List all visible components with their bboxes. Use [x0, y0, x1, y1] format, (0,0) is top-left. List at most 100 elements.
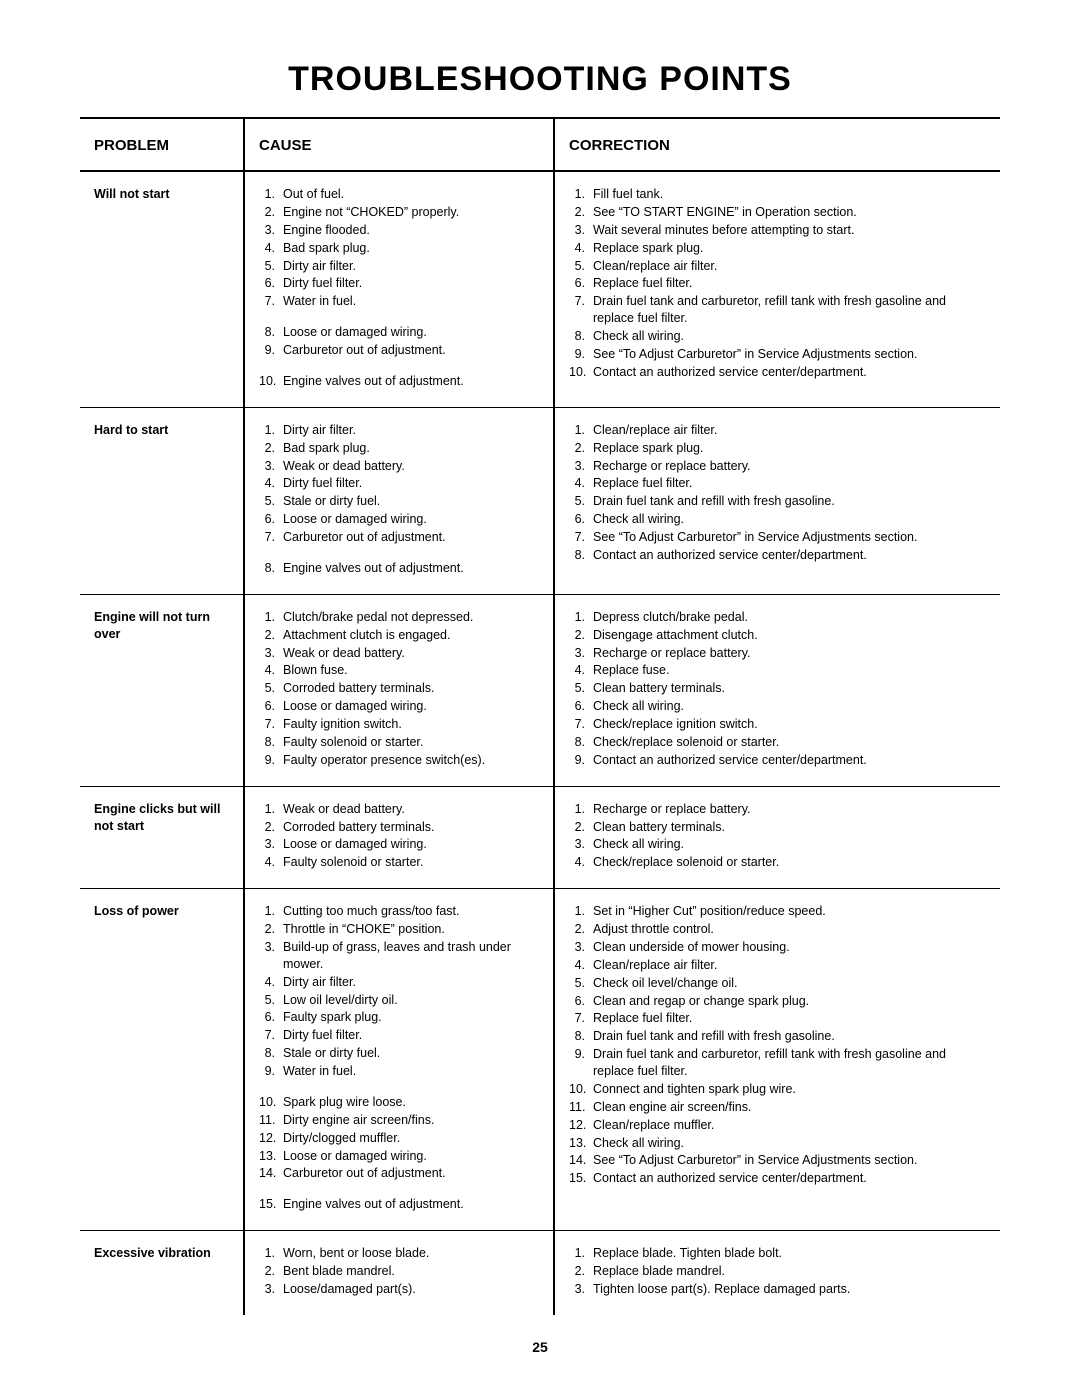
cause-item: Clutch/brake pedal not depressed.: [283, 609, 539, 626]
problem-cell: Engine will not turn over: [80, 595, 245, 786]
problem-cell: Loss of power: [80, 889, 245, 1230]
cause-item: Faulty solenoid or starter.: [283, 734, 539, 751]
correction-item: Drain fuel tank and carburetor, refill t…: [593, 1046, 986, 1080]
cause-item: Engine flooded.: [283, 222, 539, 239]
correction-item: Clean/replace muffler.: [593, 1117, 986, 1134]
correction-item: Clean/replace air filter.: [593, 258, 986, 275]
page-title: TROUBLESHOOTING POINTS: [80, 60, 1000, 99]
cause-item: Engine valves out of adjustment.: [283, 1196, 539, 1213]
correction-item: Recharge or replace battery.: [593, 645, 986, 662]
cause-cell: 1.Dirty air filter.2.Bad spark plug.3.We…: [245, 408, 555, 594]
cause-item: Dirty fuel filter.: [283, 1027, 539, 1044]
cause-item: Low oil level/dirty oil.: [283, 992, 539, 1009]
correction-item: Check all wiring.: [593, 698, 986, 715]
header-problem: PROBLEM: [80, 119, 245, 170]
table-row: Hard to start1.Dirty air filter.2.Bad sp…: [80, 408, 1000, 595]
cause-item: Bad spark plug.: [283, 240, 539, 257]
cause-item: Dirty fuel filter.: [283, 275, 539, 292]
cause-item: Spark plug wire loose.: [283, 1094, 539, 1111]
cause-item: Bent blade mandrel.: [283, 1263, 539, 1280]
correction-cell: 1.Depress clutch/brake pedal.2.Disengage…: [555, 595, 1000, 786]
correction-item: Drain fuel tank and carburetor, refill t…: [593, 293, 986, 327]
correction-item: Adjust throttle control.: [593, 921, 986, 938]
troubleshooting-table: PROBLEM CAUSE CORRECTION Will not start1…: [80, 117, 1000, 1315]
cause-item: Engine valves out of adjustment.: [283, 373, 539, 390]
correction-item: Clean engine air screen/fins.: [593, 1099, 986, 1116]
correction-item: Contact an authorized service center/dep…: [593, 547, 986, 564]
cause-item: Build-up of grass, leaves and trash unde…: [283, 939, 539, 973]
cause-item: Carburetor out of adjustment.: [283, 1165, 539, 1182]
cause-item: Faulty spark plug.: [283, 1009, 539, 1026]
cause-item: Dirty fuel filter.: [283, 475, 539, 492]
cause-item: Dirty/clogged muffler.: [283, 1130, 539, 1147]
sections-container: Will not start1.Out of fuel.2.Engine not…: [80, 172, 1000, 1315]
correction-item: Connect and tighten spark plug wire.: [593, 1081, 986, 1098]
correction-item: Depress clutch/brake pedal.: [593, 609, 986, 626]
cause-item: Stale or dirty fuel.: [283, 493, 539, 510]
problem-cell: Engine clicks but will not start: [80, 787, 245, 889]
correction-item: Contact an authorized service center/dep…: [593, 752, 986, 769]
table-row: Will not start1.Out of fuel.2.Engine not…: [80, 172, 1000, 408]
cause-item: Cutting too much grass/too fast.: [283, 903, 539, 920]
correction-item: Recharge or replace battery.: [593, 801, 986, 818]
correction-item: Replace fuel filter.: [593, 1010, 986, 1027]
cause-item: Corroded battery terminals.: [283, 819, 539, 836]
table-row: Engine clicks but will not start1.Weak o…: [80, 787, 1000, 890]
correction-item: Tighten loose part(s). Replace damaged p…: [593, 1281, 986, 1298]
correction-item: Check/replace solenoid or starter.: [593, 734, 986, 751]
cause-item: Loose or damaged wiring.: [283, 698, 539, 715]
correction-item: Replace fuel filter.: [593, 475, 986, 492]
correction-item: Replace fuse.: [593, 662, 986, 679]
correction-item: Clean/replace air filter.: [593, 422, 986, 439]
cause-item: Loose or damaged wiring.: [283, 836, 539, 853]
cause-item: Faulty solenoid or starter.: [283, 854, 539, 871]
cause-item: Dirty air filter.: [283, 422, 539, 439]
cause-item: Weak or dead battery.: [283, 458, 539, 475]
cause-item: Faulty ignition switch.: [283, 716, 539, 733]
cause-cell: 1.Clutch/brake pedal not depressed.2.Att…: [245, 595, 555, 786]
correction-item: Fill fuel tank.: [593, 186, 986, 203]
correction-item: See “TO START ENGINE” in Operation secti…: [593, 204, 986, 221]
cause-item: Attachment clutch is engaged.: [283, 627, 539, 644]
correction-item: Check all wiring.: [593, 328, 986, 345]
correction-item: Drain fuel tank and refill with fresh ga…: [593, 493, 986, 510]
cause-cell: 1.Weak or dead battery.2.Corroded batter…: [245, 787, 555, 889]
correction-item: Recharge or replace battery.: [593, 458, 986, 475]
table-row: Loss of power1.Cutting too much grass/to…: [80, 889, 1000, 1231]
table-header-row: PROBLEM CAUSE CORRECTION: [80, 119, 1000, 172]
cause-item: Loose or damaged wiring.: [283, 1148, 539, 1165]
correction-item: Check all wiring.: [593, 511, 986, 528]
correction-item: Set in “Higher Cut” position/reduce spee…: [593, 903, 986, 920]
cause-item: Throttle in “CHOKE” position.: [283, 921, 539, 938]
correction-item: Check/replace solenoid or starter.: [593, 854, 986, 871]
cause-item: Weak or dead battery.: [283, 645, 539, 662]
table-row: Engine will not turn over1.Clutch/brake …: [80, 595, 1000, 787]
correction-item: Clean and regap or change spark plug.: [593, 993, 986, 1010]
correction-cell: 1.Clean/replace air filter.2.Replace spa…: [555, 408, 1000, 594]
correction-item: Check/replace ignition switch.: [593, 716, 986, 733]
cause-item: Water in fuel.: [283, 293, 539, 310]
cause-item: Corroded battery terminals.: [283, 680, 539, 697]
correction-item: Replace blade mandrel.: [593, 1263, 986, 1280]
correction-item: Wait several minutes before attempting t…: [593, 222, 986, 239]
cause-item: Engine valves out of adjustment.: [283, 560, 539, 577]
correction-cell: 1.Replace blade. Tighten blade bolt.2.Re…: [555, 1231, 1000, 1315]
correction-item: Clean/replace air filter.: [593, 957, 986, 974]
correction-item: Replace spark plug.: [593, 240, 986, 257]
cause-item: Stale or dirty fuel.: [283, 1045, 539, 1062]
cause-item: Carburetor out of adjustment.: [283, 529, 539, 546]
cause-item: Blown fuse.: [283, 662, 539, 679]
correction-item: Clean battery terminals.: [593, 680, 986, 697]
cause-item: Carburetor out of adjustment.: [283, 342, 539, 359]
problem-cell: Will not start: [80, 172, 245, 407]
cause-item: Engine not “CHOKED” properly.: [283, 204, 539, 221]
cause-item: Dirty engine air screen/fins.: [283, 1112, 539, 1129]
cause-item: Dirty air filter.: [283, 974, 539, 991]
cause-item: Bad spark plug.: [283, 440, 539, 457]
problem-cell: Excessive vibration: [80, 1231, 245, 1315]
correction-item: See “To Adjust Carburetor” in Service Ad…: [593, 1152, 986, 1169]
page-number: 25: [80, 1339, 1000, 1355]
correction-item: Replace blade. Tighten blade bolt.: [593, 1245, 986, 1262]
cause-item: Dirty air filter.: [283, 258, 539, 275]
correction-item: Replace fuel filter.: [593, 275, 986, 292]
